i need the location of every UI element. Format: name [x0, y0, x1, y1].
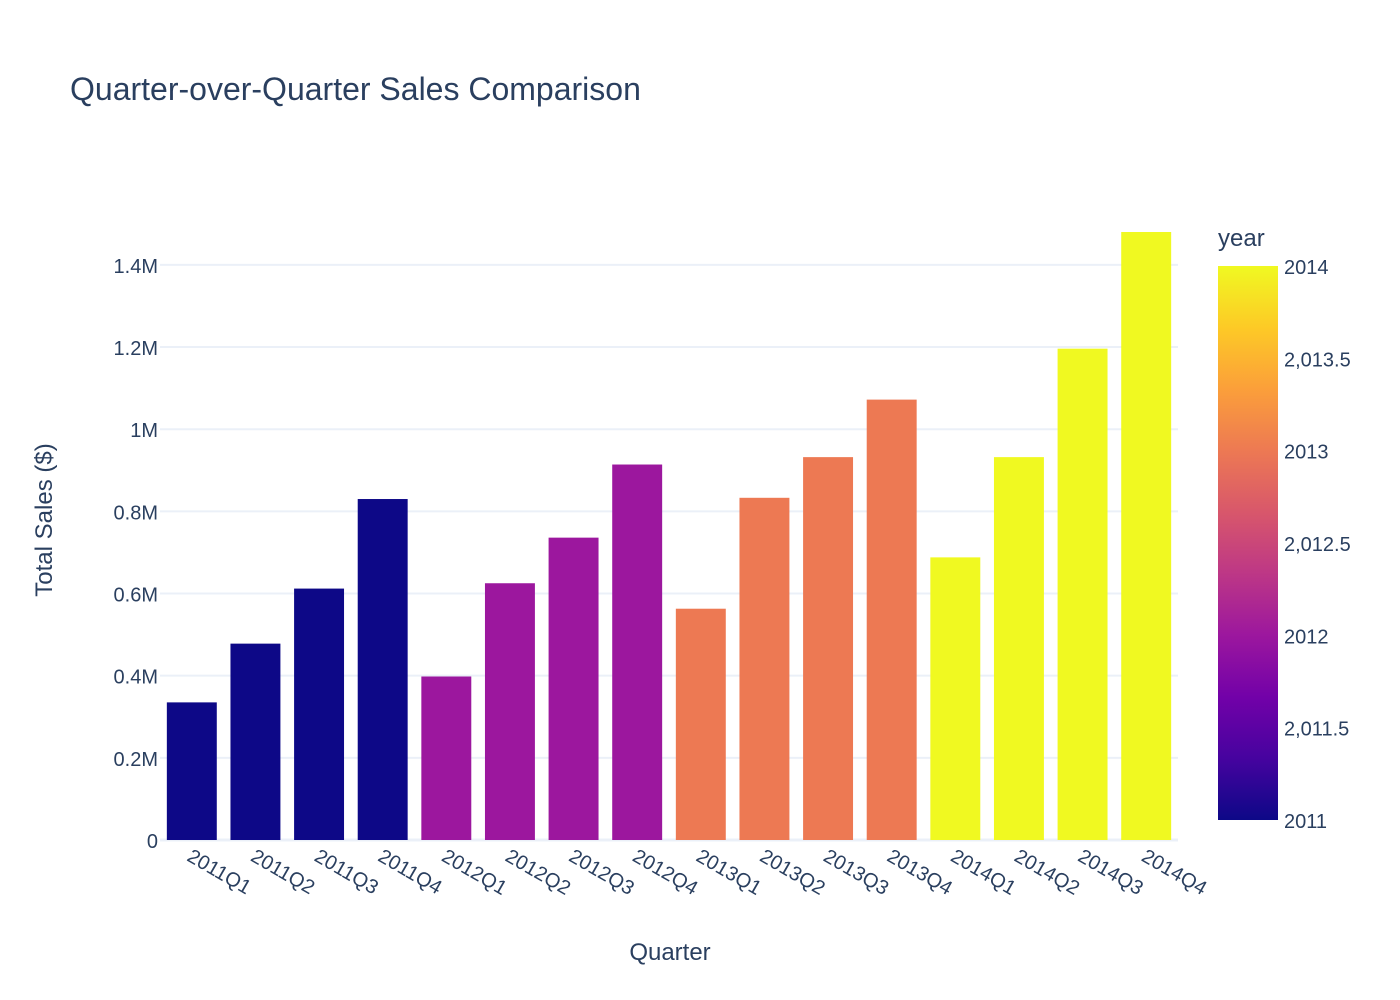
x-tick-label: 2011Q3 [311, 845, 382, 899]
colorbar-tick-label: 2011 [1284, 811, 1327, 833]
bar-2014Q2 [993, 457, 1044, 840]
bar-2013Q3 [803, 457, 854, 840]
colorbar-ticks: 2011 2,011.5 2012 2,012.5 2013 2,013.5 2014 [1284, 257, 1351, 833]
x-tick-label: 2012Q1 [438, 845, 511, 900]
y-tick-label: 0 [147, 831, 158, 853]
bar-2012Q4 [612, 464, 663, 840]
bars [166, 232, 1172, 840]
y-tick-label: 0.8M [114, 502, 158, 524]
x-tick-label: 2013Q4 [883, 845, 956, 900]
y-tick-label: 0.2M [114, 749, 158, 771]
x-tick-label: 2011Q2 [247, 845, 318, 899]
bar-2013Q2 [739, 497, 790, 840]
bar-2011Q1 [166, 702, 217, 840]
bar-2012Q3 [548, 537, 599, 840]
bar-2012Q2 [484, 583, 535, 840]
y-tick-label: 1.2M [114, 338, 158, 360]
x-tick-label: 2011Q1 [183, 845, 254, 899]
bar-2011Q3 [294, 588, 345, 840]
x-tick-label: 2012Q4 [629, 845, 702, 900]
colorbar-tick-label: 2,012.5 [1284, 534, 1351, 556]
x-tick-label: 2012Q3 [565, 845, 638, 900]
y-tick-label: 1M [130, 420, 158, 442]
colorbar-tick-label: 2,011.5 [1284, 719, 1349, 741]
x-tick-label: 2013Q1 [692, 845, 765, 900]
y-tick-label: 0.4M [114, 667, 158, 689]
chart-title: Quarter-over-Quarter Sales Comparison [70, 71, 641, 107]
colorbar-title: year [1218, 225, 1265, 252]
bar-2011Q2 [230, 643, 281, 840]
bar-2012Q1 [421, 676, 472, 840]
x-tick-label: 2014Q3 [1074, 845, 1147, 900]
x-tick-label: 2013Q2 [756, 845, 829, 900]
x-tick-label: 2012Q2 [501, 845, 574, 900]
x-axis-title: Quarter [629, 939, 710, 966]
bar-2014Q4 [1121, 232, 1172, 840]
y-tick-label: 1.4M [114, 256, 158, 278]
x-tick-label: 2011Q4 [374, 845, 445, 899]
colorbar-tick-label: 2012 [1284, 626, 1329, 648]
y-tick-label: 0.6M [114, 585, 158, 607]
y-axis-title: Total Sales ($) [31, 443, 58, 596]
bar-2014Q1 [930, 557, 981, 840]
colorbar-gradient [1218, 266, 1278, 820]
colorbar-tick-label: 2,013.5 [1284, 349, 1351, 371]
x-tick-label: 2014Q2 [1010, 845, 1083, 900]
bar-2014Q3 [1057, 348, 1108, 840]
x-axis-ticks: 2011Q12011Q22011Q32011Q42012Q12012Q22012… [183, 845, 1210, 900]
bar-2013Q4 [866, 399, 917, 840]
colorbar-tick-label: 2013 [1284, 442, 1329, 464]
x-tick-label: 2013Q3 [820, 845, 893, 900]
bar-2011Q4 [357, 499, 408, 840]
x-tick-label: 2014Q1 [947, 845, 1020, 900]
colorbar-tick-label: 2014 [1284, 257, 1329, 279]
x-tick-label: 2014Q4 [1138, 845, 1211, 900]
bar-2013Q1 [675, 608, 726, 840]
y-axis-ticks: 0 0.2M 0.4M 0.6M 0.8M 1M 1.2M 1.4M [114, 256, 158, 853]
colorbar: year 20112,011.520122,012.520132,013.520… [1218, 225, 1351, 833]
